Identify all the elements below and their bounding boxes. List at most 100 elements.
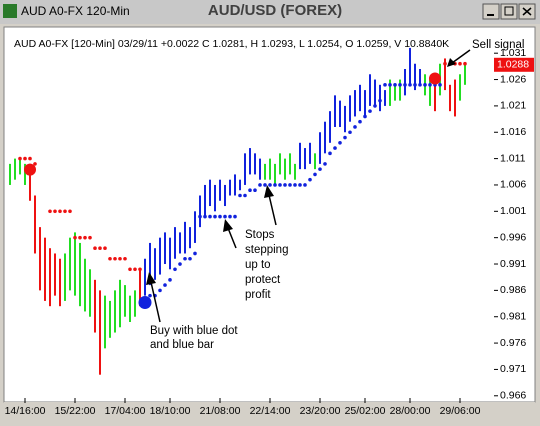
- buy-stop-dot: [248, 188, 252, 193]
- x-tick-label: 22/14:00: [250, 405, 291, 417]
- buy-stop-dot: [343, 135, 347, 140]
- maximize-button[interactable]: [500, 3, 518, 20]
- app-icon: [3, 4, 17, 18]
- buy-stop-dot: [293, 183, 297, 187]
- buy-stop-dot: [373, 104, 377, 108]
- y-tick-label: 0.991: [500, 258, 526, 270]
- buy-stop-dot: [233, 214, 237, 219]
- sell-stop-dot: [73, 235, 77, 240]
- arrow: [150, 281, 161, 323]
- sell-stop-dot: [58, 209, 62, 214]
- x-tick-label: 14/16:00: [5, 405, 46, 417]
- sell-stop-dot: [88, 235, 92, 240]
- x-tick-label: 17/04:00: [105, 405, 146, 417]
- buy-stop-dot: [228, 214, 232, 219]
- sell-stop-dot: [83, 235, 87, 240]
- buy-stop-dot: [413, 83, 417, 87]
- x-tick-label: 25/02:00: [345, 405, 386, 417]
- buy-stop-dot: [178, 262, 182, 266]
- buy-stop-dot: [298, 183, 302, 187]
- minimize-button[interactable]: [482, 3, 500, 20]
- x-tick-label: 29/06:00: [440, 405, 481, 417]
- sell-stop-dot: [118, 256, 122, 261]
- window-title: AUD A0-FX 120-Min: [21, 4, 130, 18]
- sell-stop-dot: [133, 267, 137, 272]
- arrow: [451, 49, 471, 64]
- buy-stop-dot: [223, 214, 227, 219]
- buy-stop-dot: [363, 114, 367, 119]
- buy-stop-dot: [333, 146, 337, 150]
- sell-signal: [429, 72, 441, 85]
- annotation: Sell signal: [472, 39, 524, 51]
- y-tick-label: 0.966: [500, 390, 526, 402]
- last-price-box: [494, 57, 534, 72]
- sell-stop-dot: [28, 156, 32, 161]
- arrow-head: [146, 272, 156, 285]
- sell-stop-dot: [18, 156, 22, 161]
- buy-stop-dot: [438, 83, 442, 87]
- sell-stop-dot: [23, 156, 27, 161]
- buy-stop-dot: [308, 177, 312, 182]
- y-tick-label: 1.021: [500, 100, 526, 112]
- buy-stop-dot: [418, 83, 422, 87]
- buy-stop-dot: [408, 83, 412, 87]
- sell-stop-dot: [458, 61, 462, 66]
- buy-stop-dot: [288, 183, 292, 187]
- buy-stop-dot: [238, 193, 242, 198]
- sell-stop-dot: [463, 61, 467, 66]
- buy-stop-dot: [428, 83, 432, 87]
- annotation: stepping: [245, 244, 288, 256]
- buy-stop-dot: [168, 278, 172, 282]
- last-price-label: 1.0288: [497, 59, 529, 71]
- buy-stop-dot: [163, 283, 167, 287]
- arrow-head: [223, 219, 233, 232]
- buy-stop-dot: [218, 214, 222, 219]
- buy-stop-dot: [198, 214, 202, 219]
- buy-stop-dot: [398, 83, 402, 87]
- buy-stop-dot: [303, 183, 307, 187]
- maximize-icon: [504, 6, 514, 16]
- annotation: Stops: [245, 229, 275, 241]
- sell-stop-dot: [93, 246, 97, 251]
- buy-stop-dot: [273, 183, 277, 187]
- y-tick-label: 1.011: [500, 152, 526, 164]
- sell-stop-dot: [443, 61, 447, 66]
- x-tick-label: 18/10:00: [150, 405, 191, 417]
- y-tick-label: 0.986: [500, 284, 526, 296]
- annotation: and blue bar: [150, 339, 214, 351]
- buy-stop-dot: [338, 140, 342, 145]
- annotation: up to: [245, 259, 271, 271]
- title-bar: [0, 0, 540, 24]
- buy-stop-dot: [378, 98, 382, 103]
- buy-stop-dot: [268, 183, 272, 187]
- x-tick-label: 15/22:00: [55, 405, 96, 417]
- x-tick-label: 21/08:00: [200, 405, 241, 417]
- sell-stop-dot: [48, 209, 52, 214]
- y-tick-label: 0.996: [500, 231, 526, 243]
- buy-stop-dot: [313, 172, 317, 177]
- buy-stop-dot: [318, 167, 322, 171]
- y-tick-label: 0.976: [500, 337, 526, 349]
- sell-stop-dot: [138, 267, 142, 272]
- buy-stop-dot: [193, 251, 197, 256]
- sell-stop-dot: [128, 267, 132, 272]
- buy-stop-dot: [388, 83, 392, 87]
- buy-stop-dot: [368, 109, 372, 113]
- buy-signal: [138, 295, 152, 309]
- sell-stop-dot: [108, 256, 112, 261]
- x-axis-strip: [4, 402, 535, 422]
- y-tick-label: 0.981: [500, 311, 526, 323]
- arrow-head: [264, 185, 274, 198]
- buy-stop-dot: [148, 293, 152, 298]
- buy-stop-dot: [173, 267, 177, 272]
- annotation: protect: [245, 274, 281, 286]
- y-tick-label: 1.031: [500, 47, 526, 59]
- arrows: [146, 49, 471, 323]
- y-tick-label: 1.026: [500, 73, 526, 85]
- sell-stop-dot: [33, 162, 37, 166]
- window-buttons[interactable]: [482, 3, 536, 20]
- sell-stop-dot: [98, 246, 102, 251]
- sell-stop-dot: [63, 209, 67, 214]
